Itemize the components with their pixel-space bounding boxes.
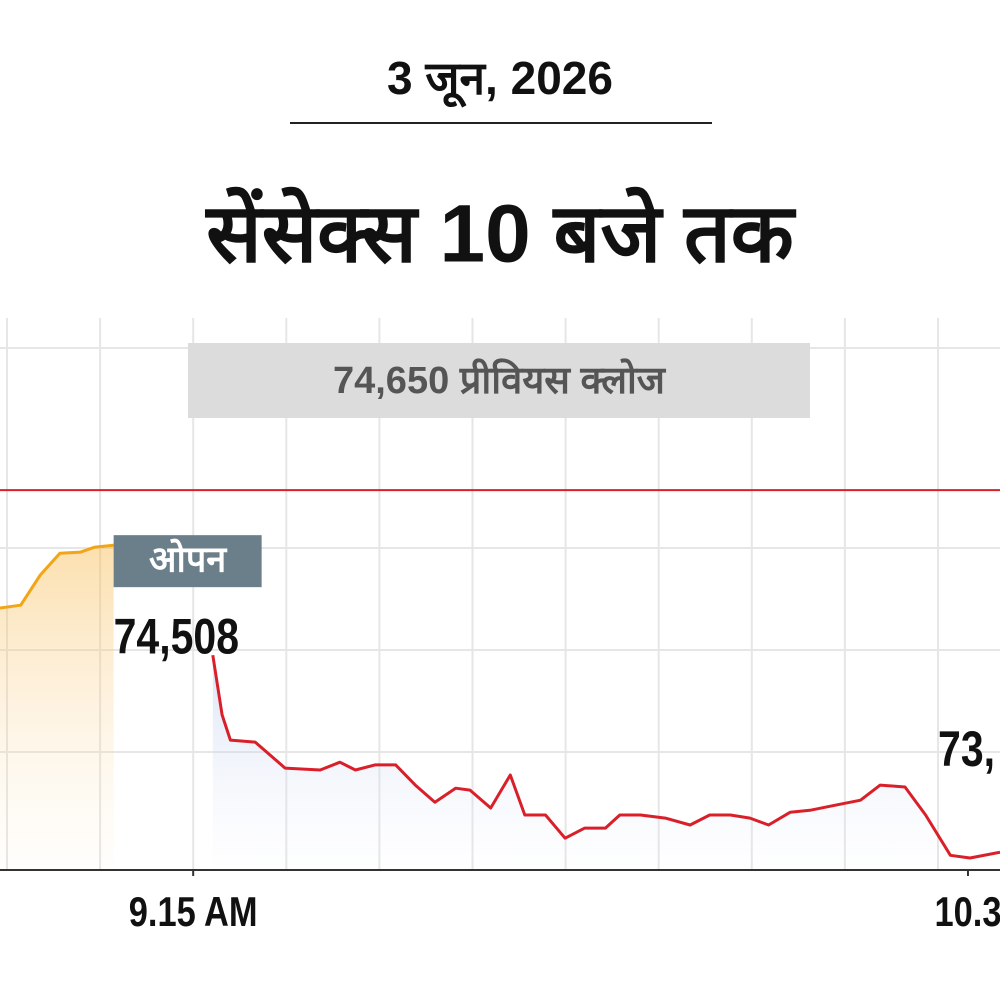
area xyxy=(0,545,114,870)
annotation-value: 74,508 xyxy=(114,609,239,665)
line xyxy=(211,654,1000,860)
reference-label-box xyxy=(188,343,810,418)
reference-label: 74,650 प्रीवियस क्लोज xyxy=(333,358,667,402)
date: 3 जून, 2026 xyxy=(387,52,613,108)
annotation-value: 73, xyxy=(938,721,995,777)
annotation-box xyxy=(113,535,262,588)
area xyxy=(212,655,1000,870)
annotation-text: ओपन xyxy=(149,539,228,580)
chart-title: सेंसेक्स 10 बजे तक xyxy=(204,187,796,280)
line xyxy=(0,543,114,610)
plot: 74,650 प्रीवियस क्लोज 9.15 AM 10.3 ओपन 74,50… xyxy=(0,343,1000,936)
x-tick-label: 9.15 AM xyxy=(129,889,258,936)
x-tick-label: 10.3 xyxy=(934,889,1000,936)
